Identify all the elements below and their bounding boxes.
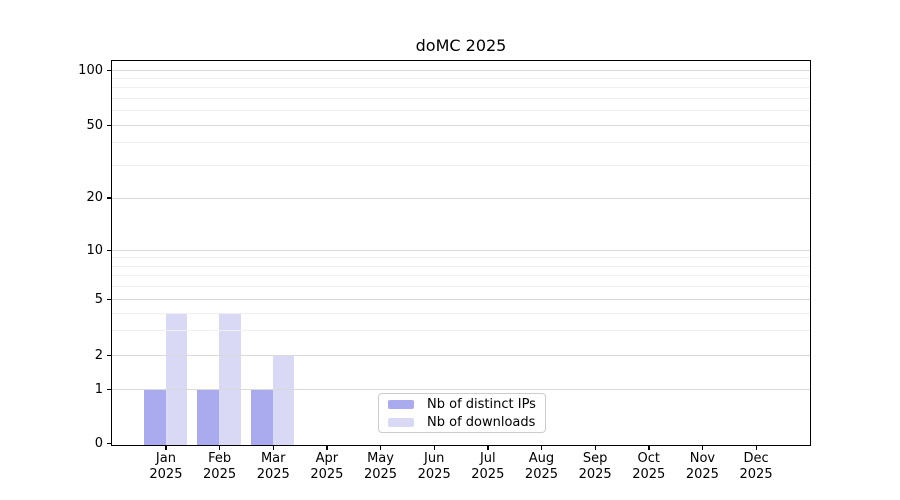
x-tick-mark bbox=[701, 444, 704, 450]
x-tick-mark bbox=[540, 444, 543, 450]
legend-swatch-downloads bbox=[388, 417, 414, 427]
x-tick-label: Jan 2025 bbox=[139, 451, 193, 483]
y-tick-mark bbox=[107, 197, 112, 199]
x-tick-mark bbox=[433, 444, 435, 450]
x-tick-mark bbox=[380, 444, 382, 450]
legend-label-downloads: Nb of downloads bbox=[427, 414, 536, 430]
x-tick-label: Aug 2025 bbox=[514, 451, 568, 483]
x-tick-mark bbox=[219, 444, 221, 450]
y-tick-mark bbox=[107, 388, 112, 391]
x-tick-year: 2025 bbox=[256, 467, 290, 482]
x-tick-year: 2025 bbox=[417, 467, 451, 482]
bar-downloads bbox=[219, 313, 241, 445]
x-tick-mark bbox=[165, 444, 167, 450]
x-tick-label: May 2025 bbox=[354, 451, 408, 483]
x-tick-year: 2025 bbox=[524, 467, 559, 482]
y-tick-label: 20 bbox=[86, 190, 103, 206]
legend-label-distinct-ips: Nb of distinct IPs bbox=[427, 396, 536, 412]
y-tick-mark bbox=[107, 124, 112, 126]
x-tick-year: 2025 bbox=[471, 467, 505, 482]
bar-distinct-ips bbox=[197, 390, 220, 445]
y-tick-label: 0 bbox=[94, 436, 103, 452]
y-tick-mark bbox=[107, 298, 112, 301]
x-tick-label: Apr 2025 bbox=[300, 451, 354, 483]
y-tick-label: 1 bbox=[94, 381, 103, 397]
legend-swatch-distinct-ips bbox=[388, 399, 414, 409]
x-tick-year: 2025 bbox=[149, 467, 183, 482]
bars-layer bbox=[112, 61, 810, 445]
bar-downloads bbox=[165, 313, 188, 445]
y-tick-mark bbox=[107, 69, 112, 71]
x-tick-mark bbox=[594, 444, 596, 450]
x-tick-mark bbox=[326, 444, 328, 450]
legend-entry-downloads: Nb of downloads bbox=[379, 414, 545, 430]
y-tick-mark bbox=[107, 354, 112, 356]
x-tick-year: 2025 bbox=[739, 467, 773, 482]
x-tick-mark bbox=[487, 444, 489, 450]
x-tick-label: Sep 2025 bbox=[568, 451, 622, 483]
y-tick-label: 50 bbox=[86, 117, 103, 133]
bar-distinct-ips bbox=[250, 390, 273, 445]
x-tick-label: Feb 2025 bbox=[193, 451, 247, 483]
x-tick-label: Oct 2025 bbox=[622, 451, 676, 483]
x-tick-year: 2025 bbox=[578, 467, 612, 482]
x-tick-label: Nov 2025 bbox=[675, 451, 729, 483]
x-tick-year: 2025 bbox=[310, 467, 344, 482]
x-tick-label: Jul 2025 bbox=[461, 451, 515, 483]
legend: Nb of distinct IPs Nb of downloads bbox=[378, 393, 546, 433]
x-tick-year: 2025 bbox=[363, 467, 398, 482]
x-tick-year: 2025 bbox=[632, 467, 666, 482]
y-tick-mark bbox=[107, 249, 112, 251]
legend-entry-distinct-ips: Nb of distinct IPs bbox=[379, 396, 545, 412]
x-tick-year: 2025 bbox=[685, 467, 719, 482]
x-tick-year: 2025 bbox=[203, 467, 237, 482]
x-tick-label: Jun 2025 bbox=[407, 451, 461, 483]
y-tick-label: 10 bbox=[86, 242, 103, 258]
y-tick-mark bbox=[107, 443, 112, 445]
plot-area bbox=[111, 59, 811, 446]
x-tick-label: Dec 2025 bbox=[729, 451, 783, 483]
x-tick-mark bbox=[648, 444, 650, 450]
y-tick-label: 100 bbox=[78, 62, 103, 78]
x-tick-mark bbox=[272, 444, 275, 450]
bar-downloads bbox=[272, 356, 295, 445]
y-tick-label: 2 bbox=[94, 347, 103, 363]
y-tick-label: 5 bbox=[94, 291, 103, 307]
x-tick-mark bbox=[755, 444, 757, 450]
chart-title: doMC 2025 bbox=[415, 36, 507, 55]
x-tick-label: Mar 2025 bbox=[246, 451, 300, 483]
bar-distinct-ips bbox=[143, 390, 166, 445]
